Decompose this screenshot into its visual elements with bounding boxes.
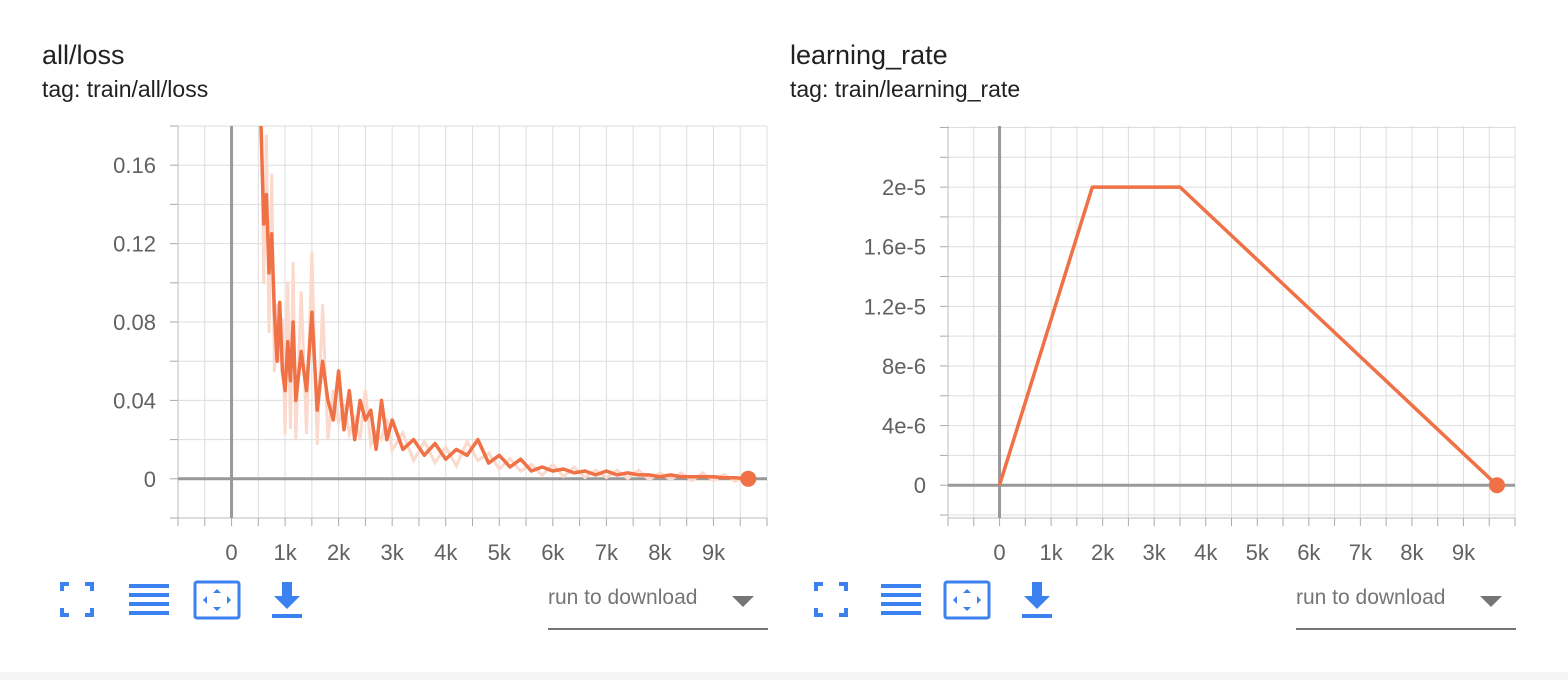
y-tick-label: 0 (914, 473, 926, 498)
y-tick-label: 0.16 (113, 153, 156, 178)
y-tick-label: 0 (144, 467, 156, 492)
fit-domain-button[interactable] (942, 578, 992, 624)
toggle-log-scale-button[interactable] (876, 578, 926, 624)
y-tick-label: 1.2e-5 (864, 294, 926, 319)
x-tick-label: 1k (273, 540, 297, 565)
bottom-divider (0, 672, 1568, 680)
fit-domain-icon (943, 580, 991, 620)
y-tick-label: 8e-6 (882, 354, 926, 379)
x-tick-label: 0 (225, 540, 237, 565)
x-tick-label: 1k (1039, 540, 1063, 565)
loss-chart[interactable]: 0 1k 2k 3k 4k 5k 6k 7k 8k 9k 0 0.04 0.08 0.12 0.16 (0, 0, 768, 570)
x-tick-label: 2k (1091, 540, 1115, 565)
toggle-log-scale-button[interactable] (124, 578, 174, 624)
fullscreen-button[interactable] (806, 578, 856, 624)
learning-rate-chart[interactable]: 0 1k 2k 3k 4k 5k 6k 7k 8k 9k 0 4e-6 8e-6 1.2e-5 1.6e-5… (750, 0, 1530, 570)
y-tick-label: 4e-6 (882, 414, 926, 439)
x-tick-label: 4k (434, 540, 458, 565)
chart-subtitle: tag: train/learning_rate (790, 76, 1021, 102)
x-tick-label: 5k (488, 540, 512, 565)
download-icon (1022, 582, 1052, 618)
chart-title: learning_rate (790, 40, 948, 70)
run-to-download-select[interactable]: run to download (1296, 578, 1516, 630)
chart-card-loss: all/loss tag: train/all/loss 0 1k 2k 3k 4k 5k… (0, 0, 768, 680)
dropdown-label: run to download (1296, 586, 1446, 609)
series-line (259, 126, 749, 481)
chart-subtitle: tag: train/all/loss (42, 76, 209, 102)
fit-domain-button[interactable] (192, 578, 242, 624)
y-tick-label: 0.08 (113, 310, 156, 335)
x-tick-label: 8k (1400, 540, 1424, 565)
x-tick-label: 9k (1452, 540, 1476, 565)
x-tick-label: 6k (541, 540, 565, 565)
fullscreen-button[interactable] (52, 578, 102, 624)
y-tick-label: 0.04 (113, 388, 156, 413)
chart-title: all/loss (42, 40, 125, 70)
x-tick-label: 6k (1297, 540, 1321, 565)
x-tick-label: 8k (648, 540, 672, 565)
y-tick-label: 0.12 (113, 232, 156, 257)
lines-icon (881, 584, 921, 615)
x-tick-label: 7k (595, 540, 619, 565)
last-value-marker (1488, 477, 1505, 494)
last-value-marker (740, 470, 757, 487)
x-tick-label: 0 (993, 540, 1005, 565)
x-tick-label: 4k (1194, 540, 1218, 565)
x-tick-label: 3k (381, 540, 405, 565)
x-tick-label: 2k (327, 540, 351, 565)
run-to-download-select[interactable]: run to download (548, 578, 768, 630)
x-tick-label: 5k (1246, 540, 1270, 565)
dropdown-label: run to download (548, 586, 698, 609)
x-tick-label: 7k (1349, 540, 1373, 565)
caret-down-icon (732, 596, 754, 607)
download-button[interactable] (262, 578, 312, 624)
x-tick-label: 9k (702, 540, 726, 565)
y-tick-label: 1.6e-5 (864, 235, 926, 260)
fullscreen-icon (814, 582, 848, 617)
x-tick-label: 3k (1143, 540, 1167, 565)
y-tick-label: 2e-5 (882, 175, 926, 200)
download-icon (272, 582, 302, 618)
series-line (997, 185, 1499, 487)
lines-icon (129, 584, 169, 615)
download-button[interactable] (1012, 578, 1062, 624)
chart-card-learning-rate: learning_rate tag: train/learning_rate 0… (750, 0, 1516, 680)
caret-down-icon (1480, 596, 1502, 607)
fit-domain-icon (193, 580, 241, 620)
fullscreen-icon (60, 582, 94, 617)
